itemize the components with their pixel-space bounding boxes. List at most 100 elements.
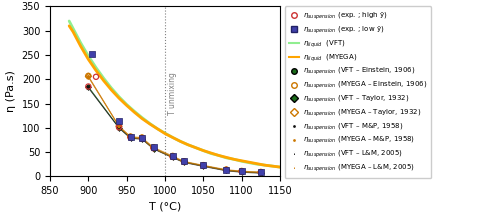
Point [126,136,134,139]
Point [115,125,123,128]
Point [150,147,158,151]
Point [257,171,265,174]
Text: T unmixing: T unmixing [168,72,177,115]
Point [115,126,123,129]
Point [150,146,158,149]
Point [138,138,146,141]
Point [238,170,246,174]
Point [115,125,123,128]
Point [222,168,230,172]
Point [200,164,207,167]
Point [168,155,176,159]
Point [150,146,158,150]
Point [257,171,265,175]
Point [180,161,188,164]
Point [138,136,146,140]
Point [84,86,92,89]
Point [150,146,158,149]
Point [168,154,176,158]
Point [200,165,207,168]
Point [92,75,100,78]
Point [138,136,146,140]
Point [257,170,265,174]
Point [200,163,207,167]
Point [138,136,146,139]
Point [257,171,265,175]
Point [238,170,246,173]
Point [115,126,123,129]
Point [168,156,176,160]
Point [126,136,134,139]
Point [180,160,188,163]
Point [115,126,123,129]
Point [84,74,92,78]
Point [222,168,230,171]
Point [168,155,176,159]
Point [84,86,92,90]
Point [257,170,265,174]
Point [168,156,176,159]
Point [222,168,230,172]
Point [238,169,246,173]
Point [138,137,146,140]
Point [180,160,188,163]
Point [84,85,92,88]
Point [168,156,176,159]
Point [257,172,265,175]
Point [238,170,246,173]
Point [257,171,265,174]
Point [168,155,176,159]
Point [180,160,188,163]
Point [200,164,207,167]
Point [84,75,92,78]
Point [168,154,176,158]
Point [222,169,230,172]
Point [126,135,134,138]
Point [200,164,207,168]
Legend: $\eta_{suspension}$ (exp. ; high ȳ), $\eta_{suspension}$ (exp. ; low ȳ), $\eta_{: $\eta_{suspension}$ (exp. ; high ȳ), $\e… [284,6,431,178]
Point [150,147,158,150]
Point [180,161,188,164]
Point [168,156,176,159]
Point [115,120,123,123]
Point [180,160,188,163]
Point [150,146,158,150]
Point [115,125,123,129]
X-axis label: T (°C): T (°C) [149,202,181,212]
Point [168,155,176,158]
Point [180,160,188,163]
Point [115,127,123,130]
Point [180,161,188,164]
Point [115,124,123,127]
Point [222,169,230,173]
Point [238,170,246,174]
Point [84,76,92,79]
Point [115,126,123,129]
Point [150,146,158,149]
Point [200,164,207,167]
Point [238,169,246,173]
Point [238,170,246,173]
Point [200,164,207,168]
Point [126,136,134,140]
Point [150,146,158,150]
Point [126,135,134,138]
Point [222,168,230,172]
Point [222,169,230,172]
Point [180,161,188,164]
Point [238,171,246,174]
Point [180,160,188,163]
Point [84,75,92,78]
Point [222,168,230,172]
Point [200,164,207,168]
Point [126,135,134,139]
Point [138,137,146,140]
Point [150,147,158,150]
Point [138,137,146,141]
Point [222,169,230,172]
Point [138,137,146,140]
Point [126,137,134,140]
Point [84,85,92,88]
Point [222,168,230,171]
Point [257,171,265,174]
